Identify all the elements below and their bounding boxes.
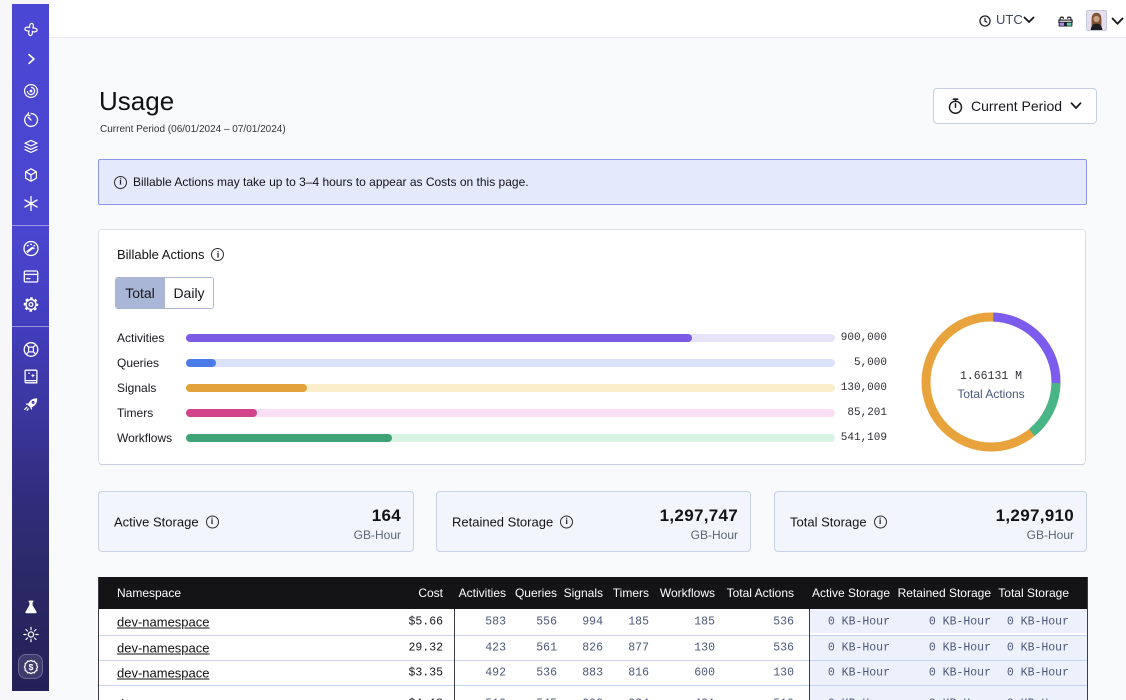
svg-text:$: $ [28, 662, 33, 672]
